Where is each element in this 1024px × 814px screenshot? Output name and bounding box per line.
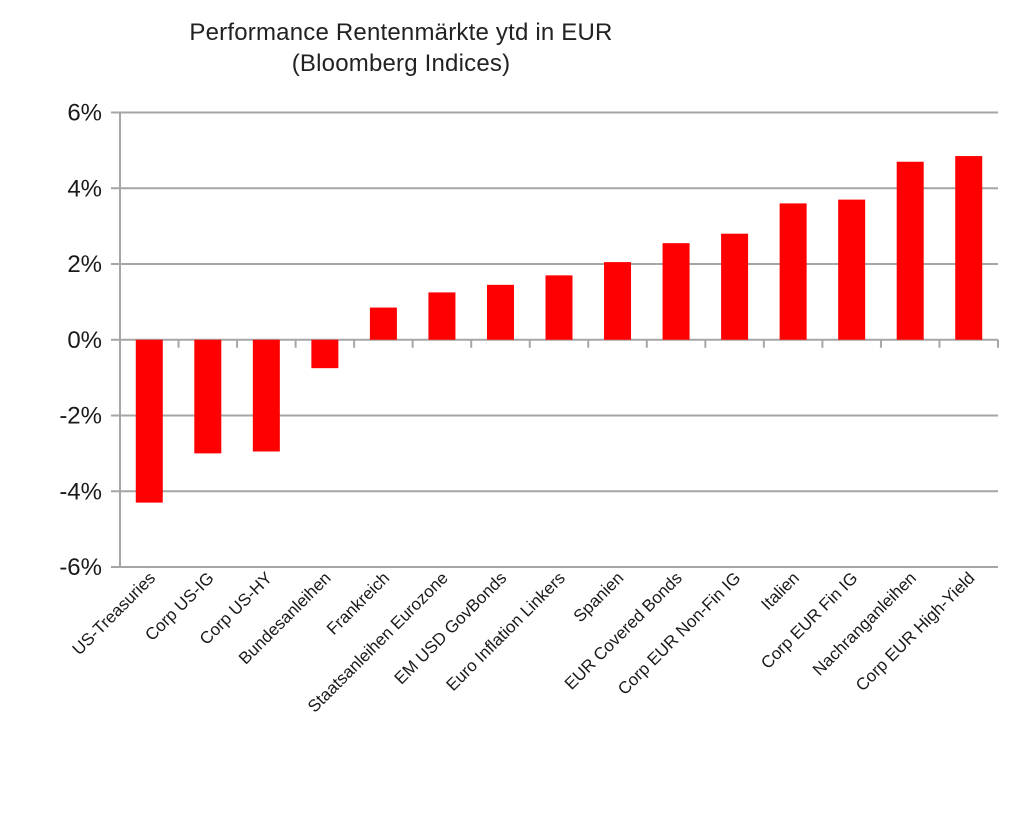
chart-title: Performance Rentenmärkte ytd in EUR (Blo… [0, 18, 802, 79]
x-category-label-7: Euro Inflation Linkers [442, 568, 568, 694]
bar-2: Corp US-HY: -2.95% [252, 339, 280, 452]
chart-title-line1: Performance Rentenmärkte ytd in EUR [189, 19, 613, 46]
bar-14: Corp EUR High-Yield: 4.85% [955, 156, 983, 340]
x-category-label-6: EM USD GovBonds [391, 568, 511, 688]
y-tick-label--2: -2% [59, 403, 102, 430]
y-tick-label-2: 2% [67, 251, 102, 278]
bar-0: US-Treasuries: -4.3% [135, 339, 163, 503]
bar-11: Italien: 3.6% [779, 203, 807, 340]
chart-title-line2: (Bloomberg Indices) [291, 49, 511, 77]
y-tick-label-4: 4% [67, 175, 102, 202]
bar-10: Corp EUR Non-Fin IG: 2.8% [721, 233, 749, 340]
bar-12: Corp EUR Fin IG: 3.7% [838, 199, 866, 340]
bar-1: Corp US-IG: -3% [194, 339, 222, 454]
bar-5: Staatsanleihen Eurozone: 1.25% [428, 292, 456, 340]
x-category-label-8: Spanien [570, 568, 628, 626]
bar-9: EUR Covered Bonds: 2.55% [662, 243, 690, 340]
x-category-label-14: Corp EUR High-Yield [852, 568, 979, 695]
bar-4: Frankreich: 0.85% [369, 307, 397, 340]
bar-8: Spanien: 2.05% [604, 262, 632, 340]
x-category-label-13: Nachranganleihen [809, 568, 920, 679]
bar-6: EM USD GovBonds: 1.45% [486, 284, 514, 340]
y-tick-label--4: -4% [59, 478, 102, 505]
y-tick-label--6: -6% [59, 554, 102, 581]
y-tick-label-0: 0% [67, 327, 102, 354]
bar-3: Bundesanleihen: -0.75% [311, 339, 339, 369]
x-category-label-11: Italien [757, 568, 803, 614]
y-tick-label-6: 6% [67, 100, 102, 127]
x-category-label-0: US-Treasuries [69, 568, 159, 658]
bar-7: Euro Inflation Linkers: 1.7% [545, 275, 573, 340]
bar-13: Nachranganleihen: 4.7% [896, 161, 924, 340]
